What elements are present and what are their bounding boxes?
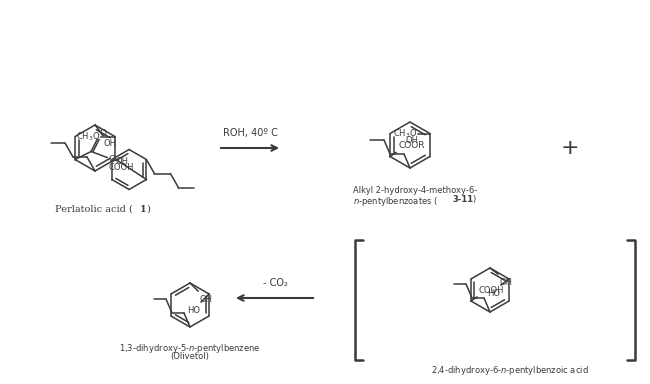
Text: (Olivetol): (Olivetol)	[170, 352, 209, 361]
Text: O: O	[99, 129, 106, 137]
Text: 3-11: 3-11	[452, 195, 473, 204]
Text: ROH, 40º C: ROH, 40º C	[222, 128, 278, 138]
Text: OH: OH	[406, 136, 419, 145]
Text: Alkyl 2-hydroxy-4-methoxy-6-: Alkyl 2-hydroxy-4-methoxy-6-	[353, 186, 477, 195]
Text: HO: HO	[487, 289, 500, 298]
Text: - CO₂: - CO₂	[263, 278, 287, 288]
Text: COOH: COOH	[479, 286, 504, 295]
Text: ): )	[146, 205, 150, 214]
Text: HO: HO	[187, 306, 200, 315]
Text: 1: 1	[140, 205, 147, 214]
Text: COOH: COOH	[109, 164, 134, 172]
Text: 1,3-dihydroxy-5-$n$-pentylbenzene: 1,3-dihydroxy-5-$n$-pentylbenzene	[119, 342, 261, 355]
Text: CH$_3$O: CH$_3$O	[75, 130, 100, 143]
Text: CH$_3$O: CH$_3$O	[393, 127, 417, 140]
Text: OH: OH	[116, 157, 129, 166]
Text: OH: OH	[104, 139, 117, 148]
Text: 2,4-dihydroxy-6-$n$-pentylbenzoic acid: 2,4-dihydroxy-6-$n$-pentylbenzoic acid	[431, 364, 589, 377]
Text: O: O	[108, 155, 115, 164]
Text: +: +	[561, 138, 579, 158]
Text: ): )	[472, 195, 475, 204]
Text: OH: OH	[499, 278, 512, 287]
Text: Perlatolic acid (: Perlatolic acid (	[55, 205, 133, 214]
Text: $n$-pentylbenzoates (: $n$-pentylbenzoates (	[353, 195, 438, 208]
Text: COOR: COOR	[398, 141, 424, 151]
Text: OH: OH	[199, 295, 212, 304]
